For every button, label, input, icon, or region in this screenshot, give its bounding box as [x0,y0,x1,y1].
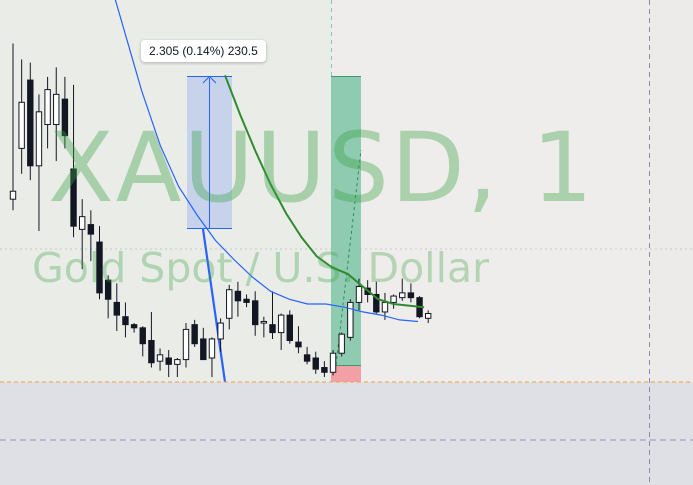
candle[interactable] [113,301,120,316]
candle[interactable] [9,190,17,200]
candle[interactable] [130,324,138,329]
candle[interactable] [79,216,86,230]
candle[interactable] [373,293,380,313]
candle[interactable] [70,168,77,227]
candle[interactable] [35,111,43,167]
selected-range-highlight [0,0,331,382]
candle[interactable] [252,300,259,326]
candle[interactable] [295,341,302,348]
candle[interactable] [148,340,155,364]
long-position-profit-zone[interactable] [331,76,361,365]
candle[interactable] [200,338,207,361]
trend-line[interactable] [201,228,227,383]
candle[interactable] [312,357,319,370]
candle[interactable] [390,295,397,303]
candle[interactable] [96,241,103,294]
candle[interactable] [338,333,345,354]
candle[interactable] [87,224,95,235]
candle[interactable] [217,322,224,340]
candle[interactable] [226,289,233,319]
lower-area [0,382,693,485]
candle[interactable] [165,357,172,365]
candle[interactable] [355,286,363,303]
candle[interactable] [277,314,285,334]
candle[interactable] [27,79,34,167]
measure-arrow-head [202,75,217,84]
candle[interactable] [329,352,337,373]
candle[interactable] [18,101,25,149]
candle[interactable] [303,354,311,362]
candle[interactable] [407,292,415,299]
candle[interactable] [243,298,250,303]
candle[interactable] [191,324,198,345]
position-guide-line [335,149,362,366]
candle[interactable] [286,314,294,342]
candle[interactable] [156,354,164,362]
candle[interactable] [234,290,242,302]
candle[interactable] [182,328,190,361]
candle[interactable] [174,359,181,365]
symbol-watermark: XAUUSD, 1 [48,112,595,224]
moving-average-fast-line[interactable] [105,0,419,323]
measure-result-label: 2.305 (0.14%) 230.5 [141,40,266,62]
candle[interactable] [122,316,129,326]
candle[interactable] [139,327,146,345]
right-margin-area [650,0,693,382]
candle[interactable] [381,301,389,313]
candle[interactable] [44,89,51,126]
candle[interactable] [425,313,432,319]
candle[interactable] [61,98,69,137]
symbol-description-watermark: Gold Spot / U.S. Dollar [32,244,489,292]
moving-average-slow-line[interactable] [224,74,425,309]
candle[interactable] [347,301,354,338]
candle[interactable] [53,93,60,126]
candle[interactable] [269,324,276,334]
candle[interactable] [321,367,328,373]
long-position-loss-zone[interactable] [331,365,361,382]
chart-background-right [331,0,650,382]
candle[interactable] [260,320,268,324]
candle[interactable] [208,338,216,359]
candle[interactable] [399,292,406,299]
candle[interactable] [104,279,112,300]
